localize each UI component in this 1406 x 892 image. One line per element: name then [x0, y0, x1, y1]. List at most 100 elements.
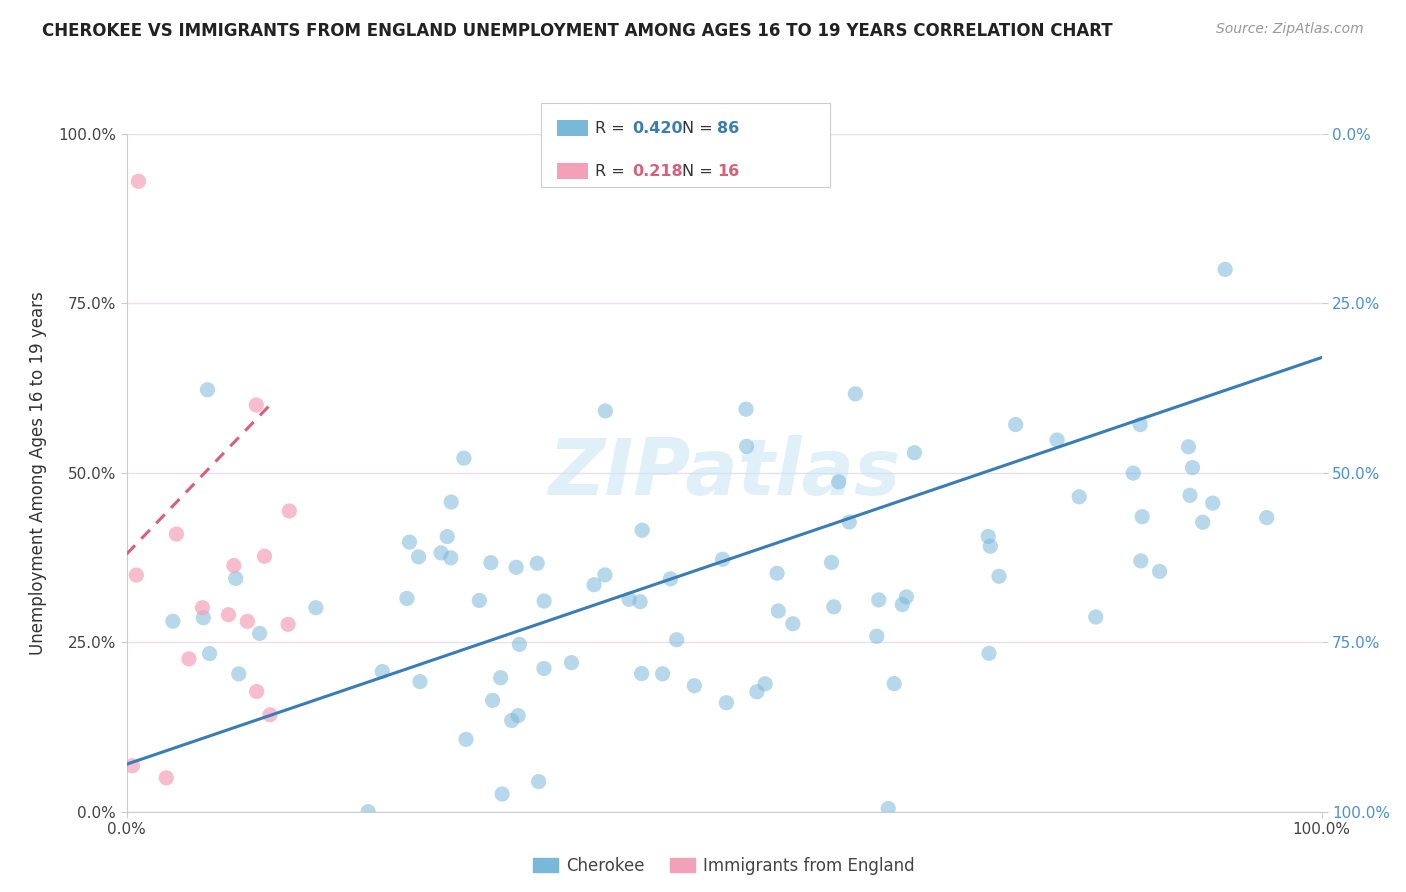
Text: R =: R =: [595, 164, 630, 178]
Point: [127, 174, 149, 188]
Point: [1069, 490, 1091, 504]
Point: [305, 600, 328, 615]
Point: [162, 614, 184, 628]
Text: N =: N =: [682, 121, 718, 136]
Point: [246, 684, 269, 698]
Point: [508, 637, 530, 651]
Point: [253, 549, 276, 564]
Point: [1122, 466, 1144, 480]
Text: CHEROKEE VS IMMIGRANTS FROM ENGLAND UNEMPLOYMENT AMONG AGES 16 TO 19 YEARS CORRE: CHEROKEE VS IMMIGRANTS FROM ENGLAND UNEM…: [42, 22, 1112, 40]
Point: [1181, 460, 1204, 475]
Point: [430, 546, 453, 560]
Point: [245, 398, 267, 412]
Point: [198, 647, 221, 661]
Text: 86: 86: [717, 121, 740, 136]
Point: [409, 674, 432, 689]
Point: [683, 679, 706, 693]
Point: [177, 652, 200, 666]
Point: [259, 707, 281, 722]
Point: [527, 774, 550, 789]
Point: [468, 593, 491, 607]
Point: [408, 549, 430, 564]
Point: [630, 666, 652, 681]
Point: [398, 535, 420, 549]
Text: ZIPatlas: ZIPatlas: [548, 434, 900, 511]
Point: [1177, 440, 1199, 454]
Point: [617, 592, 640, 607]
Point: [395, 591, 418, 606]
Point: [440, 550, 463, 565]
Point: [197, 383, 219, 397]
Point: [454, 732, 477, 747]
Point: [665, 632, 688, 647]
Legend: Cherokee, Immigrants from England: Cherokee, Immigrants from England: [526, 850, 922, 881]
Point: [979, 539, 1001, 553]
Point: [501, 714, 523, 728]
Point: [453, 451, 475, 466]
Point: [868, 593, 890, 607]
Point: [440, 495, 463, 509]
Point: [228, 666, 250, 681]
Point: [1202, 496, 1225, 510]
Text: R =: R =: [595, 121, 630, 136]
Point: [1178, 488, 1201, 502]
Point: [866, 629, 889, 643]
Point: [583, 578, 606, 592]
Point: [560, 656, 582, 670]
Point: [977, 646, 1000, 660]
Point: [977, 529, 1000, 543]
Point: [249, 626, 271, 640]
Point: [217, 607, 239, 622]
Point: [896, 590, 918, 604]
Point: [505, 560, 527, 574]
Point: [735, 439, 758, 453]
Point: [1213, 262, 1236, 277]
Point: [277, 617, 299, 632]
Point: [191, 600, 214, 615]
Point: [236, 615, 259, 629]
Y-axis label: Unemployment Among Ages 16 to 19 years: Unemployment Among Ages 16 to 19 years: [30, 291, 46, 655]
Point: [1046, 433, 1069, 447]
Point: [988, 569, 1011, 583]
Text: Source: ZipAtlas.com: Source: ZipAtlas.com: [1216, 22, 1364, 37]
Point: [506, 708, 529, 723]
Point: [651, 666, 673, 681]
Point: [631, 523, 654, 537]
Point: [479, 556, 502, 570]
Point: [436, 530, 458, 544]
Point: [533, 594, 555, 608]
Point: [489, 671, 512, 685]
Point: [828, 475, 851, 489]
Point: [1149, 565, 1171, 579]
Point: [844, 387, 866, 401]
Point: [595, 404, 617, 418]
Point: [735, 402, 758, 417]
Point: [155, 771, 177, 785]
Point: [121, 759, 143, 773]
Point: [628, 595, 651, 609]
Point: [225, 571, 247, 585]
Point: [838, 515, 860, 529]
Point: [1129, 417, 1152, 432]
Point: [166, 527, 188, 541]
Point: [716, 696, 738, 710]
Point: [903, 446, 925, 460]
Point: [877, 801, 900, 815]
Point: [745, 685, 768, 699]
Point: [533, 661, 555, 675]
Point: [1084, 610, 1107, 624]
Point: [891, 598, 914, 612]
Text: N =: N =: [682, 164, 718, 178]
Point: [526, 556, 548, 570]
Point: [193, 611, 215, 625]
Point: [222, 558, 245, 573]
Text: 0.420: 0.420: [633, 121, 683, 136]
Point: [357, 805, 380, 819]
Point: [768, 604, 790, 618]
Point: [491, 787, 513, 801]
Point: [711, 552, 734, 566]
Point: [481, 693, 503, 707]
Point: [782, 616, 804, 631]
Text: 0.218: 0.218: [633, 164, 683, 178]
Point: [754, 677, 776, 691]
